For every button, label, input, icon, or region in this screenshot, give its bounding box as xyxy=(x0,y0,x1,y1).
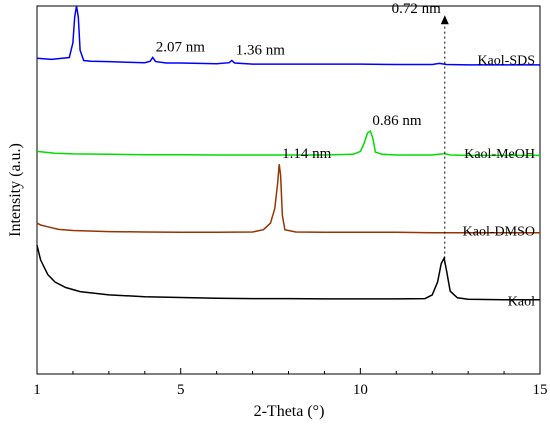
x-axis-ticks: 1 5 10 15 xyxy=(33,368,548,398)
y-axis-label: Intensity (a.u.) xyxy=(7,143,24,237)
series-label: Kaol-DMSO xyxy=(463,224,535,239)
series-line-kaol-dmso xyxy=(36,164,540,234)
peak-label: 1.36 nm xyxy=(236,42,286,58)
series-label: Kaol xyxy=(508,294,535,309)
annotation-label: 0.72 nm xyxy=(392,1,442,17)
annotation-arrowhead xyxy=(440,15,449,25)
peak-label: 0.86 nm xyxy=(372,113,422,129)
x-tick-label: 10 xyxy=(353,382,368,398)
x-tick-label: 5 xyxy=(177,382,185,398)
peak-label: 1.14 nm xyxy=(282,146,332,162)
x-tick-label: 15 xyxy=(533,382,548,398)
series-line-kaol-meoh xyxy=(36,129,540,157)
series-line-kaol-sds xyxy=(36,5,540,66)
annotation-layer: 0.72 nm xyxy=(392,1,449,264)
series-line-kaol xyxy=(36,245,540,301)
x-tick-label: 1 xyxy=(33,382,41,398)
x-axis-label: 2-Theta (°) xyxy=(254,403,325,420)
series-label: Kaol-SDS xyxy=(477,53,535,68)
series-layer: Kaol-SDS 4.21 nm 2.07 nm 1.36 nm Kaol-MeOH 0.… xyxy=(36,0,540,309)
peak-label: 4.21 nm xyxy=(80,0,129,4)
series-label: Kaol-MeOH xyxy=(464,147,535,162)
peak-label: 2.07 nm xyxy=(156,40,206,56)
